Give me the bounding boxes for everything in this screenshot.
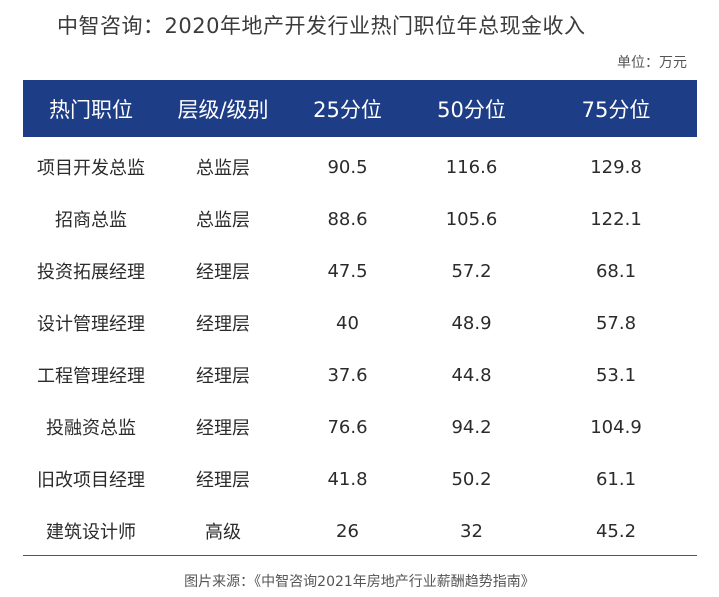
- header-cell-position: 热门职位: [23, 80, 159, 137]
- cell-p25: 37.6: [327, 364, 368, 386]
- salary-table: 热门职位 层级/级别 25分位 50分位 75分位 项目开发总监 总监层 90.…: [23, 80, 697, 557]
- table-body: 项目开发总监 总监层 90.5 116.6 129.8 招商总监 总监层 88.…: [23, 137, 697, 557]
- cell-position: 投资拓展经理: [37, 262, 145, 283]
- source-caption: 图片来源：《中智咨询2021年房地产行业薪酬趋势指南》: [184, 574, 535, 590]
- cell-p75: 122.1: [590, 208, 642, 230]
- cell-p25: 47.5: [327, 260, 368, 282]
- cell-position: 建筑设计师: [46, 522, 136, 543]
- cell-p50: 32: [460, 520, 483, 542]
- cell-level: 经理层: [196, 314, 250, 335]
- table-bottom-rule: [23, 555, 697, 556]
- table-row: 建筑设计师 高级 26 32 45.2: [23, 505, 697, 557]
- cell-p75: 45.2: [595, 520, 637, 542]
- header-row: 热门职位 层级/级别 25分位 50分位 75分位: [23, 80, 697, 137]
- cell-level: 经理层: [196, 366, 250, 387]
- cell-p25: 41.8: [327, 468, 368, 490]
- cell-p50: 44.8: [451, 364, 492, 386]
- cell-level: 总监层: [196, 158, 250, 179]
- cell-p75: 129.8: [590, 156, 642, 178]
- cell-p75: 53.1: [595, 364, 637, 386]
- header-cell-p50: 50分位: [408, 80, 535, 137]
- cell-level: 总监层: [196, 210, 250, 231]
- cell-level: 经理层: [196, 470, 250, 491]
- header-cell-level: 层级/级别: [159, 80, 287, 137]
- cell-p50: 48.9: [451, 312, 492, 334]
- table-header: 热门职位 层级/级别 25分位 50分位 75分位: [23, 80, 697, 137]
- cell-position: 工程管理经理: [37, 366, 145, 387]
- cell-level: 经理层: [196, 418, 250, 439]
- cell-p50: 94.2: [451, 416, 492, 438]
- cell-p50: 57.2: [451, 260, 492, 282]
- page-title: 中智咨询：2020年地产开发行业热门职位年总现金收入: [57, 14, 586, 38]
- table-row: 旧改项目经理 经理层 41.8 50.2 61.1: [23, 453, 697, 505]
- table-row: 项目开发总监 总监层 90.5 116.6 129.8: [23, 137, 697, 193]
- header-cell-p25: 25分位: [287, 80, 408, 137]
- cell-p75: 104.9: [590, 416, 642, 438]
- cell-p25: 26: [336, 520, 359, 542]
- cell-p50: 105.6: [445, 208, 498, 230]
- cell-p25: 76.6: [327, 416, 368, 438]
- table-row: 投融资总监 经理层 76.6 94.2 104.9: [23, 401, 697, 453]
- cell-p75: 57.8: [595, 312, 637, 334]
- cell-p25: 88.6: [327, 208, 368, 230]
- cell-p50: 116.6: [445, 156, 498, 178]
- table-row: 招商总监 总监层 88.6 105.6 122.1: [23, 193, 697, 245]
- cell-p25: 90.5: [327, 156, 368, 178]
- cell-p50: 50.2: [451, 468, 492, 490]
- cell-p75: 68.1: [595, 260, 637, 282]
- cell-position: 设计管理经理: [37, 314, 145, 335]
- cell-level: 高级: [205, 522, 241, 543]
- cell-position: 项目开发总监: [37, 158, 145, 179]
- cell-position: 招商总监: [55, 210, 127, 231]
- unit-label: 单位：万元: [617, 55, 687, 71]
- table-row: 设计管理经理 经理层 40 48.9 57.8: [23, 297, 697, 349]
- cell-position: 投融资总监: [46, 418, 136, 439]
- cell-p75: 61.1: [595, 468, 637, 490]
- cell-p25: 40: [336, 312, 359, 334]
- table-row: 工程管理经理 经理层 37.6 44.8 53.1: [23, 349, 697, 401]
- table-row: 投资拓展经理 经理层 47.5 57.2 68.1: [23, 245, 697, 297]
- cell-position: 旧改项目经理: [37, 470, 145, 491]
- header-cell-p75: 75分位: [535, 80, 697, 137]
- cell-level: 经理层: [196, 262, 250, 283]
